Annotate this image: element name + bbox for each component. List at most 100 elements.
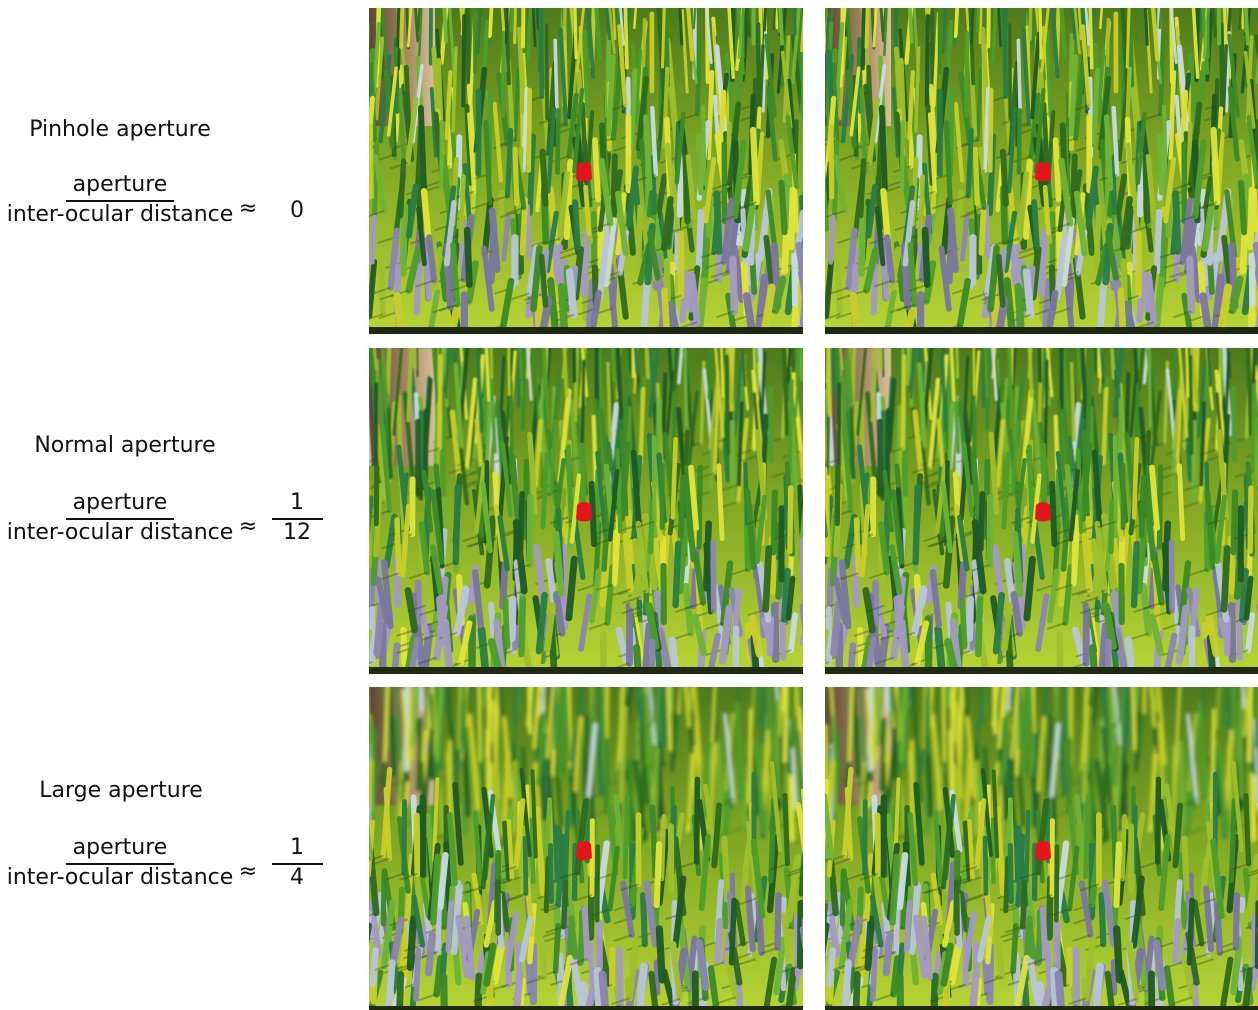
blade-shadow [1090,673,1108,679]
grass-blade [1093,648,1095,682]
blade-shadow [516,336,534,342]
grass-blade [747,296,752,329]
grass-blade [1158,779,1159,862]
blade-shadow [524,339,542,345]
grass-blade [1013,926,1016,972]
grass-blade [938,630,942,669]
grass-blade [785,669,787,761]
grass-blade [821,959,822,1010]
value-numerator: 1 [290,490,304,515]
grass-blade [541,10,542,97]
grass-blade [817,973,824,1010]
grass-blade [856,974,857,1006]
grass-blade [834,604,839,653]
blade-shadow [441,343,459,349]
grass-blade [791,775,792,839]
grass-blade [364,632,369,664]
grass-blade [373,951,376,985]
grass-blade [1043,909,1046,959]
grass-blade [902,622,906,668]
grass-blade [697,779,698,862]
grass-blade [1097,207,1099,269]
grass-blade [985,838,986,894]
grass-blade [791,615,795,650]
grass-blade [976,149,978,203]
grass-blade [608,364,610,441]
grass-blade [806,881,812,948]
grass-blade [804,51,811,120]
grass-blade [590,945,592,983]
grass-blade [1164,107,1165,184]
grass-blade [356,456,365,535]
grass-blade [802,273,810,321]
grass-blade [807,273,810,368]
grass-blade [1029,918,1033,956]
grass-blade [810,631,815,684]
grass-blade [818,956,824,989]
grass-blade [448,903,451,951]
grass-blade [361,575,365,628]
grass-blade [1018,287,1021,327]
grass-blade [753,130,756,202]
grass-blade [810,0,811,53]
grass-blade [986,962,988,993]
grass-blade [838,263,840,314]
red-object [576,162,592,182]
grass-blade [739,403,742,484]
bottom-edge [825,667,1258,674]
grass-blade [969,821,972,879]
grass-blade [903,356,904,448]
grass-blade [1041,232,1044,293]
grass-blade [1018,40,1020,117]
bottom-edge [825,327,1258,334]
ratio-numerator: aperture [73,490,168,515]
red-object [576,841,592,861]
grass-blade [673,439,676,517]
blade-shadow [658,677,676,683]
grass-blade [988,0,989,46]
grass-blade [766,548,769,609]
blade-shadow [1114,677,1132,683]
grass-blade [1056,847,1057,921]
grass-blade [719,466,722,539]
grass-blade [806,0,808,80]
grass-blade [888,410,889,488]
grass-blade [416,950,419,999]
grass-blade [820,0,827,29]
grass-blade [456,487,458,562]
grass-blade [806,798,812,870]
grass-blade [1085,797,1088,877]
grass-blade [717,921,719,961]
blade-shadow [809,116,827,122]
grass-blade [429,935,433,972]
grass-blade [653,807,656,876]
grass-blade [831,127,832,197]
grass-blade [874,266,876,312]
grass-blade [790,381,792,471]
grass-blade [676,544,679,605]
grass-blade [564,883,566,927]
grass-blade [1248,615,1252,650]
grass-blade [568,447,571,526]
grass-blade [1026,812,1028,881]
blade-shadow [940,673,958,679]
ratio-denominator: inter-ocular distance [7,520,234,545]
grass-blade [861,161,864,216]
grass-blade [699,467,700,547]
grass-blade [631,70,634,145]
grass-blade [807,797,812,862]
grass-blade [488,690,489,789]
grass-blade [397,520,399,573]
grass-blade [403,207,405,274]
grass-blade [1162,220,1165,285]
grass-blade [966,33,967,115]
grass-blade [727,357,728,453]
grass-blade [812,748,818,837]
grass-blade [1134,544,1137,605]
grass-blade [362,749,367,823]
blade-shadow [347,139,365,145]
grass-blade [651,501,652,551]
grass-blade [1224,548,1227,609]
grass-blade [906,903,909,951]
grass-blade [505,601,507,647]
